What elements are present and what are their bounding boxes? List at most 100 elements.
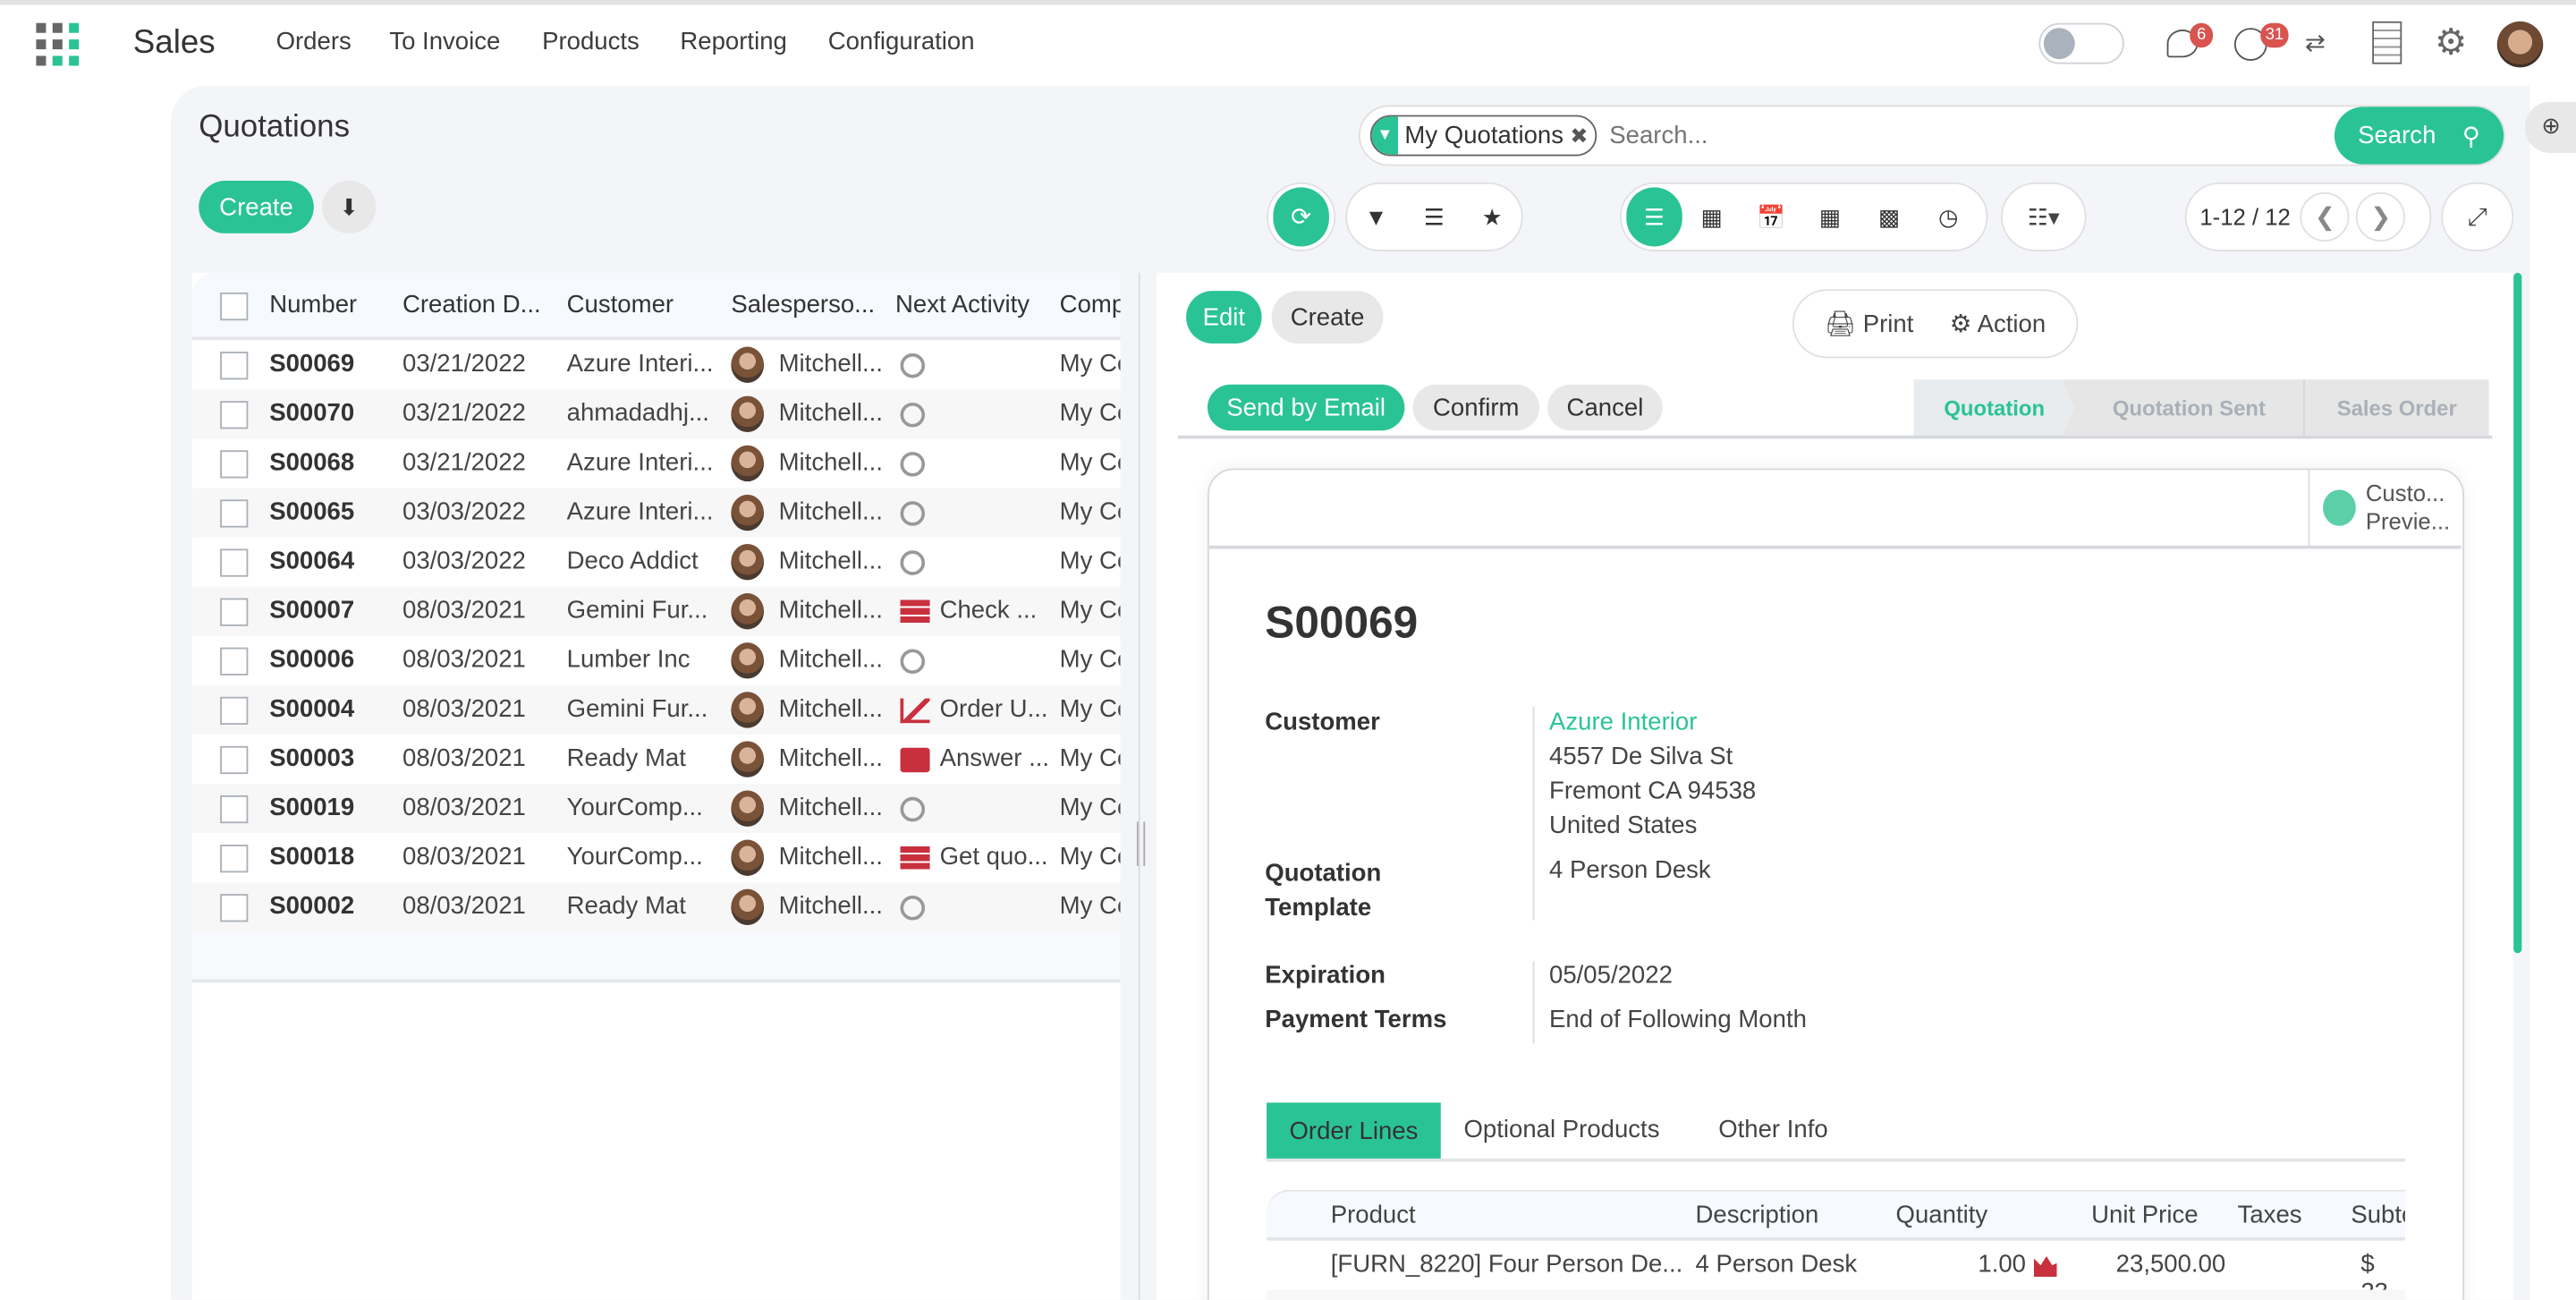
row-checkbox[interactable] <box>220 745 249 775</box>
row-checkbox[interactable] <box>220 794 249 824</box>
pager-next-icon[interactable]: ❯ <box>2356 191 2406 242</box>
table-row[interactable]: S00002 08/03/2021 Ready Mat Mitchell... … <box>191 882 1121 932</box>
table-row[interactable]: S00070 03/21/2022 ahmadadhj... Mitchell.… <box>191 389 1121 439</box>
tasks-activity-icon[interactable] <box>900 587 936 636</box>
menu-reporting[interactable]: Reporting <box>680 28 787 56</box>
clock-activity-icon[interactable] <box>900 340 936 389</box>
create-button[interactable]: Create <box>199 181 314 234</box>
clock-activity-icon[interactable] <box>900 784 936 833</box>
expand-icon[interactable]: ⤢ <box>2441 182 2514 252</box>
customer-preview-button[interactable]: Custo... Previe... <box>2308 470 2463 546</box>
layout-dropdown[interactable]: ☷▾ <box>2001 182 2087 252</box>
table-row[interactable]: S00019 08/03/2021 YourComp... Mitchell..… <box>191 784 1121 834</box>
search-input[interactable] <box>1609 121 2334 150</box>
envelope-activity-icon[interactable] <box>900 735 936 784</box>
clock-activity-icon[interactable] <box>900 538 936 587</box>
clock-activity-icon[interactable] <box>900 882 936 931</box>
row-checkbox[interactable] <box>220 894 249 922</box>
tab-order-lines[interactable]: Order Lines <box>1267 1102 1441 1159</box>
apps-menu-icon[interactable] <box>36 22 80 66</box>
remove-facet-icon[interactable]: ✖ <box>1570 122 1589 148</box>
pager-value[interactable]: 1-12 / 12 <box>2199 203 2291 231</box>
col-customer[interactable]: Customer <box>566 291 674 319</box>
payment-terms-value[interactable]: End of Following Month <box>1549 1006 1807 1034</box>
row-checkbox[interactable] <box>220 845 249 873</box>
table-row[interactable]: S00004 08/03/2021 Gemini Fur... Mitchell… <box>191 684 1121 735</box>
col-salesperson[interactable]: Salesperso... <box>731 291 876 319</box>
zoom-in-icon[interactable]: ⊕ <box>2525 101 2576 153</box>
col-number[interactable]: Number <box>269 291 358 319</box>
confirm-button[interactable]: Confirm <box>1412 384 1539 431</box>
template-value[interactable]: 4 Person Desk <box>1549 855 1711 885</box>
col-next-activity[interactable]: Next Activity <box>895 291 1030 319</box>
col-company[interactable]: Comp <box>1059 291 1126 319</box>
clock-activity-icon[interactable] <box>900 488 936 537</box>
splitter[interactable] <box>1120 272 1157 1300</box>
table-row[interactable]: S00068 03/21/2022 Azure Interi... Mitche… <box>192 438 1121 488</box>
tab-other-info[interactable]: Other Info <box>1718 1116 1828 1144</box>
col-subtotal[interactable]: Subto <box>2351 1201 2405 1229</box>
col-creation-date[interactable]: Creation D... <box>402 291 541 319</box>
filter-funnel-icon[interactable]: ▼ <box>1364 203 1388 231</box>
activity-view-icon[interactable]: ◷ <box>1938 202 1959 230</box>
row-checkbox[interactable] <box>220 548 249 577</box>
row-checkbox[interactable] <box>220 598 249 626</box>
user-avatar[interactable] <box>2496 21 2544 68</box>
tasks-activity-icon[interactable] <box>900 833 936 882</box>
row-checkbox[interactable] <box>220 352 249 380</box>
table-row[interactable]: S00007 08/03/2021 Gemini Fur... Mitchell… <box>191 586 1121 636</box>
row-checkbox[interactable] <box>220 499 249 528</box>
graph-view-icon[interactable]: ▩ <box>1878 202 1901 230</box>
action-button[interactable]: ⚙ Action <box>1950 309 2046 338</box>
row-checkbox[interactable] <box>220 450 249 479</box>
row-checkbox[interactable] <box>220 696 249 725</box>
order-line-row[interactable]: [FURN_8220] Four Person De... 4 Person D… <box>1267 1241 2405 1290</box>
col-taxes[interactable]: Taxes <box>2237 1201 2302 1229</box>
expiration-value[interactable]: 05/05/2022 <box>1549 961 1673 990</box>
print-button[interactable]: 🖨 Print <box>1825 309 1913 338</box>
table-row[interactable]: S00064 03/03/2022 Deco Addict Mitchell..… <box>192 538 1121 587</box>
select-all-checkbox[interactable] <box>220 292 249 321</box>
settings-gear-icon[interactable]: ⚙ <box>2434 21 2468 63</box>
customer-link[interactable]: Azure Interior <box>1549 708 1698 736</box>
calendar-view-icon[interactable]: 📅 <box>1756 202 1785 230</box>
form-scrollbar[interactable] <box>2513 272 2522 954</box>
pivot-view-icon[interactable]: ▦ <box>1818 202 1842 230</box>
clock-activity-icon[interactable] <box>900 636 936 685</box>
row-checkbox[interactable] <box>220 647 249 675</box>
menu-configuration[interactable]: Configuration <box>827 28 975 56</box>
table-row[interactable]: S00069 03/21/2022 Azure Interi... Mitche… <box>192 340 1121 389</box>
col-product[interactable]: Product <box>1330 1201 1416 1229</box>
splitter-handle[interactable] <box>1136 821 1146 866</box>
menu-to-invoice[interactable]: To Invoice <box>389 28 501 56</box>
table-row[interactable]: S00003 08/03/2021 Ready Mat Mitchell... … <box>192 735 1121 784</box>
cancel-button[interactable]: Cancel <box>1547 384 1663 431</box>
table-row[interactable]: S00018 08/03/2021 YourComp... Mitchell..… <box>192 833 1121 882</box>
tab-optional-products[interactable]: Optional Products <box>1463 1116 1660 1144</box>
translate-icon[interactable]: ⇄ <box>2304 30 2326 58</box>
clock-activity-icon[interactable] <box>900 438 936 488</box>
kanban-view-icon[interactable]: ▦ <box>1700 202 1723 230</box>
form-create-button[interactable]: Create <box>1271 291 1384 344</box>
send-by-email-button[interactable]: Send by Email <box>1207 384 1405 431</box>
status-quotation[interactable]: Quotation <box>1913 379 2075 436</box>
app-name[interactable]: Sales <box>132 24 216 61</box>
mode-toggle[interactable] <box>2038 22 2124 64</box>
company-building-icon[interactable] <box>2372 21 2402 64</box>
forecast-chart-icon[interactable] <box>2033 1255 2057 1278</box>
menu-orders[interactable]: Orders <box>275 28 352 56</box>
status-quotation-sent[interactable]: Quotation Sent <box>2075 379 2305 436</box>
refresh-icon[interactable]: ⟳ <box>1273 187 1329 247</box>
table-row[interactable]: S00006 08/03/2021 Lumber Inc Mitchell...… <box>192 636 1121 685</box>
chart-activity-icon[interactable] <box>900 685 936 735</box>
pager-previous-icon[interactable]: ❮ <box>2300 191 2350 242</box>
menu-products[interactable]: Products <box>542 28 640 56</box>
edit-button[interactable]: Edit <box>1186 291 1262 344</box>
col-description[interactable]: Description <box>1695 1201 1819 1229</box>
status-sales-order[interactable]: Sales Order <box>2336 395 2457 421</box>
row-checkbox[interactable] <box>220 401 249 429</box>
search-button[interactable]: Search ⚲ <box>2334 106 2504 165</box>
col-unit-price[interactable]: Unit Price <box>2091 1201 2199 1229</box>
download-button[interactable]: ⬇ <box>321 181 377 234</box>
col-quantity[interactable]: Quantity <box>1895 1201 1988 1229</box>
